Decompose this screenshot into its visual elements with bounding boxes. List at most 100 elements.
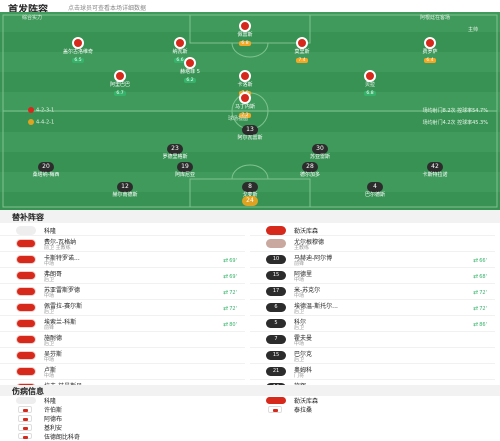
player-card[interactable]: 佩雷斯 6.8	[215, 20, 275, 46]
lineup-subtitle: 点击球员可查看本场详细数据	[68, 5, 147, 12]
sub-in-arrow-icon: ⇄	[473, 305, 479, 312]
home-injuries-list: 科隆 许伯斯 阿德布 基利安 伍德朗比科奇	[0, 396, 245, 441]
away-team-note: 场均射门4.2次 控球率45.3%	[422, 120, 488, 126]
sub-minute: ⇄69'	[223, 257, 237, 264]
sub-in-arrow-icon: ⇄	[223, 257, 229, 264]
player-card[interactable]: 24	[220, 196, 280, 206]
away-coach-label: 主帅	[468, 27, 479, 33]
player-name: 盖尔古洛维奇	[62, 49, 93, 55]
player-name: 巴尔德斯	[364, 192, 385, 198]
list-item[interactable]: 15 巴尔克 后卫	[250, 348, 495, 364]
player-number: 30	[312, 144, 328, 154]
player-name: 马丁内斯	[234, 104, 255, 110]
player-name: 莫里斯	[294, 49, 310, 55]
home-formation: 4-2-3-1	[28, 107, 54, 114]
subs-section-header: 替补阵容	[0, 210, 500, 223]
player-rating: 6.4	[424, 58, 436, 63]
player-card[interactable]: 20 桑塔纳-梅西	[16, 162, 76, 179]
player-card[interactable]: 纳瓦斯 6.6	[150, 37, 210, 63]
player-card[interactable]: 4 巴尔德斯	[345, 182, 405, 199]
player-card[interactable]: 13 阿尔瓦雷斯	[220, 125, 280, 142]
list-item[interactable]: 佩雷拉-赛尔斯 后卫 ⇄72'	[0, 300, 245, 316]
sub-minute: ⇄80'	[223, 321, 237, 328]
shirt-icon	[239, 70, 251, 82]
list-item[interactable]: 17 米-苏克尔 中场 ⇄72'	[250, 284, 495, 300]
player-card[interactable]: 42 卡斯特拉诺	[405, 162, 465, 179]
list-item[interactable]: 施耐德 后卫	[0, 332, 245, 348]
list-item: 许伯斯	[0, 405, 245, 414]
player-rating: 6.7	[114, 91, 126, 96]
list-item[interactable]: 6 埃德温-斯托尔... 后卫 ⇄72'	[250, 300, 495, 316]
player-number: 28	[302, 162, 318, 172]
list-item[interactable]: 7 霍夫曼 中场	[250, 332, 495, 348]
injury-icon	[18, 433, 32, 439]
lineup-title: 首发阵容	[8, 5, 48, 16]
player-number: 23	[167, 144, 183, 154]
player-number: 42	[427, 162, 443, 172]
injury-icon	[18, 415, 32, 422]
list-item[interactable]: 弗朗哥 后卫 ⇄69'	[0, 268, 245, 284]
player-number: 13	[242, 125, 258, 135]
player-card[interactable]: 12 赫尔南德斯	[95, 182, 155, 199]
player-name: 赫尔南德斯	[112, 192, 138, 198]
list-item[interactable]: 10 马赫迪-阿尔博 前锋 ⇄66'	[250, 252, 495, 268]
player-card[interactable]: 阿里巴巴 6.7	[90, 70, 150, 96]
list-item[interactable]: 卢斯 中场	[0, 364, 245, 380]
away-team-dot-icon	[28, 119, 34, 125]
shirt-icon	[16, 367, 36, 376]
player-number: 21	[266, 367, 286, 376]
list-item: 科隆	[0, 223, 245, 236]
shirt-icon	[364, 70, 376, 82]
list-item[interactable]: 15 阿德里 中场 ⇄68'	[250, 268, 495, 284]
shirt-icon	[16, 335, 36, 344]
team-logo-icon	[266, 397, 286, 404]
list-item: 伍德朗比科奇	[0, 432, 245, 441]
player-number: 19	[177, 162, 193, 172]
player-card[interactable]: 费罗萨 6.4	[400, 37, 460, 63]
player-name: 阿尔瓦雷斯	[237, 135, 263, 141]
player-card[interactable]: 莫里斯 7.4	[272, 37, 332, 63]
player-card[interactable]: 马丁内斯 7.2	[215, 92, 275, 118]
player-name: 德尔加多	[299, 172, 320, 178]
shirt-icon	[16, 319, 36, 328]
player-number: 15	[266, 351, 286, 360]
list-item[interactable]: 卡斯特罗诺... 中场 ⇄69'	[0, 252, 245, 268]
shirt-icon	[16, 255, 36, 264]
player-card[interactable]: 28 德尔加多	[280, 162, 340, 179]
lineup-header: 首发阵容 点击球员可查看本场详细数据	[0, 0, 500, 16]
player-number: 8	[242, 182, 258, 192]
player-card[interactable]: 30 苏亚雷斯	[290, 144, 350, 161]
shirt-icon	[424, 37, 436, 49]
list-item: 基利安	[0, 423, 245, 432]
team-logo-icon	[16, 226, 36, 235]
list-item[interactable]: 埃索兰-科斯 前锋 ⇄80'	[0, 316, 245, 332]
player-number: 15	[266, 271, 286, 280]
sub-in-arrow-icon: ⇄	[223, 273, 229, 280]
shirt-icon	[239, 92, 251, 104]
player-name: 纳瓦斯	[172, 49, 188, 55]
sub-minute: ⇄66'	[473, 257, 487, 264]
player-card[interactable]: 23 罗德里格斯	[145, 144, 205, 161]
player-number: 7	[266, 335, 286, 344]
team-logo-icon	[16, 397, 36, 404]
player-rating: 6.8	[239, 41, 251, 46]
list-item: 勒沃库森	[250, 396, 495, 405]
list-item[interactable]: 21 奥姆科 门将	[250, 364, 495, 380]
player-card[interactable]: 赫塔菲 5 6.2	[160, 57, 220, 83]
subs-title: 替补阵容	[12, 213, 44, 222]
player-rating: 7.4	[296, 58, 308, 63]
player-number: 4	[367, 182, 383, 192]
player-card[interactable]: 8 戈麦斯	[220, 182, 280, 199]
list-item[interactable]: 吴芬斯 中场	[0, 348, 245, 364]
list-item[interactable]: 苏亚雷斯罗德 中场 ⇄72'	[0, 284, 245, 300]
list-item[interactable]: 5 科尔 后卫 ⇄86'	[250, 316, 495, 332]
sub-minute: ⇄69'	[223, 273, 237, 280]
player-name: 卡斯特拉诺	[422, 172, 448, 178]
home-subs-list: 科隆 费尔-瓦格纳 前卫 主教练 卡斯特罗诺... 中场 ⇄69' 弗朗哥 后卫…	[0, 223, 245, 395]
sub-in-arrow-icon: ⇄	[223, 289, 229, 296]
player-card[interactable]: 贝拉 6.8	[340, 70, 400, 96]
player-card[interactable]: 盖尔古洛维奇 6.5	[48, 37, 108, 63]
home-team-label: 综合实力	[22, 15, 43, 21]
away-subs-list: 勒沃库森 尤尔根穆德 主教练 10 马赫迪-阿尔博 前锋 ⇄66' 15 阿德里…	[250, 223, 495, 395]
player-card[interactable]: 19 阿库尼亚	[155, 162, 215, 179]
